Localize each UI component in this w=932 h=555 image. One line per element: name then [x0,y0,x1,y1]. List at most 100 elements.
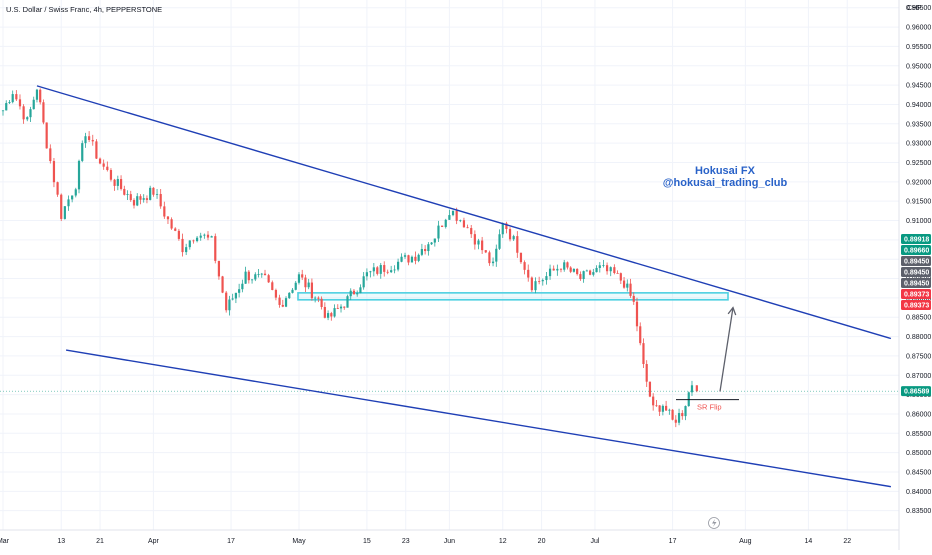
candle-body [356,293,359,295]
candle-body [263,273,267,276]
candle-body [307,282,310,288]
candle-body [372,267,375,272]
candle-body [42,102,45,123]
candle-body [177,230,180,239]
symbol-title[interactable]: U.S. Dollar / Swiss Franc, 4h, PEPPERSTO… [6,5,163,14]
candle-body [403,255,407,257]
candle-body [81,143,84,161]
candle-body [343,306,346,308]
candle-body [645,364,648,382]
candle-body [498,234,501,249]
candle-body [390,270,393,273]
candle-body [257,274,260,275]
time-tick-label: 17 [669,538,677,545]
candle-body [77,160,81,190]
candle-body [383,265,386,272]
candle-body [365,272,368,277]
candle-body [71,195,74,200]
time-tick-label: 13 [57,538,65,545]
candle-body [491,261,495,264]
candle-body [552,268,555,271]
candle-body [420,249,423,255]
price-tag-box [901,245,931,255]
candle-body [495,248,498,262]
candle-body [217,260,221,277]
price-tag-box [901,300,931,310]
candle-body [326,313,330,318]
candle-body [297,274,301,283]
candle-body [199,235,202,238]
candle-body [466,227,469,229]
price-tick-label: 0.95500 [906,44,931,51]
target-arrow-shaft[interactable] [719,307,734,392]
candle-body [74,189,77,196]
price-tag: 0.89660 [901,245,931,255]
candle-body [113,179,116,186]
candle-body [98,158,102,164]
candle-body [32,99,35,110]
watermark-line-2: @hokusai_trading_club [662,177,788,189]
drawings[interactable]: SR Flip [0,85,899,488]
lightning-icon[interactable] [708,517,720,529]
price-tag-label: 0.89918 [904,237,929,244]
candle-body [598,265,601,268]
lightning-icon-bolt [712,519,717,527]
candle-body [508,229,512,240]
candle-body [39,89,42,103]
candle-body [592,272,595,275]
candle-body [91,139,94,142]
candle-body [386,271,389,273]
time-tick-label: 17 [227,538,235,545]
resistance-zone[interactable] [297,292,729,301]
candle-body [228,299,231,311]
candle-body [417,254,420,261]
candle-body [462,220,466,228]
candle-body [231,298,234,300]
candle-body [396,261,400,270]
candle-body [123,188,126,195]
candle-body [109,170,113,180]
currency-label[interactable]: CHF [907,5,922,12]
price-tick-label: 0.87000 [906,373,931,380]
target-arrow-head[interactable] [727,306,737,316]
time-tick-label: May [292,538,306,545]
candle-body [527,269,530,278]
price-tick-label: 0.91000 [906,218,931,225]
candle-body [349,290,352,297]
candle-body [241,283,244,290]
price-tag: 0.89450 [901,278,931,288]
candle-body [15,94,18,100]
channel-lower-trendline[interactable] [65,349,892,488]
candle-body [523,262,526,270]
price-tick-label: 0.96500 [906,5,931,12]
candle-body [238,289,241,293]
candle-body [145,198,149,200]
candle-body [407,255,410,263]
candle-body [585,270,588,272]
price-tag: 0.86589 [901,386,931,397]
candle-body [658,405,661,412]
price-tag-box [901,267,931,277]
candle-body [84,136,87,144]
candle-body [376,267,379,274]
candle-body [163,206,166,217]
price-tag-box [901,278,931,288]
candle-body [642,343,645,365]
time-tick-label: Aug [739,538,752,545]
resistance-zone-box[interactable] [297,292,729,301]
candle-body [433,238,436,243]
candle-body [635,301,639,327]
candle-body [310,282,314,299]
candle-body [247,271,250,281]
candle-body [505,223,508,230]
channel-upper-trendline[interactable] [36,85,892,340]
price-tick-label: 0.92500 [906,160,931,167]
candle-body [192,240,195,242]
candle-body [26,117,29,120]
price-tag-box [901,234,931,244]
price-tick-label: 0.94000 [906,102,931,109]
candle-body [291,289,294,293]
